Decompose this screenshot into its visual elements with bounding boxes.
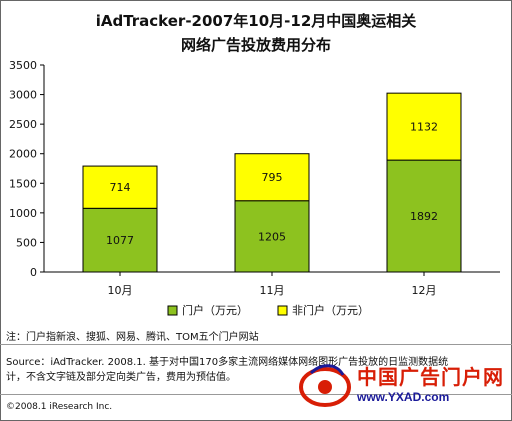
chart-title-line1: iAdTracker-2007年10月-12月中国奥运相关 [95,12,417,30]
chart-title-line2: 网络广告投放费用分布 [180,36,331,54]
legend-swatch [277,305,288,316]
y-tick-label: 3000 [9,89,37,102]
bar-segment [386,92,462,161]
legend-label: 非门户（万元） [292,303,369,317]
data-label: 795 [262,171,283,184]
watermark-url: www.YXAD.com [357,390,450,404]
data-label: 1205 [258,230,286,243]
copyright-text: ©2008.1 iResearch Inc. [6,402,113,412]
data-label: 1132 [410,121,438,134]
footnote: 注：门户指新浪、搜狐、网易、腾讯、TOM五个门户网站 [6,332,259,343]
y-tick-label: 3500 [9,59,37,72]
data-label: 1892 [410,210,438,223]
yxad-logo-icon [299,364,351,407]
y-tick-label: 500 [16,236,37,249]
source-text: Source：iAdTracker. 2008.1. 基于对中国170多家主流网… [6,357,449,383]
bar-segment [386,159,462,273]
y-tick-label: 0 [30,266,37,279]
data-label: 714 [110,181,131,194]
legend-swatch [167,305,178,316]
x-tick-label: 12月 [412,284,437,297]
data-label: 1077 [106,234,134,247]
x-tick-label: 11月 [260,284,285,297]
bar-segment [82,207,158,273]
legend-label: 门户（万元） [182,303,248,317]
y-tick-label: 2000 [9,148,37,161]
bar-segment [234,153,310,202]
divider [0,344,512,345]
watermark: 中国广告门户网 www.YXAD.com [297,357,504,412]
divider [0,394,512,395]
bar-segment [82,165,158,209]
y-tick-label: 1000 [9,207,37,220]
bar-segment [234,200,310,273]
watermark-title: 中国广告门户网 [357,365,504,389]
y-tick-label: 1500 [9,177,37,190]
stacked-bar-chart: 0 500 1000 1500 2000 2500 3000 3500 1077 714 10月 12… [9,59,500,317]
x-tick-label: 10月 [108,284,133,297]
y-tick-label: 2500 [9,118,37,131]
